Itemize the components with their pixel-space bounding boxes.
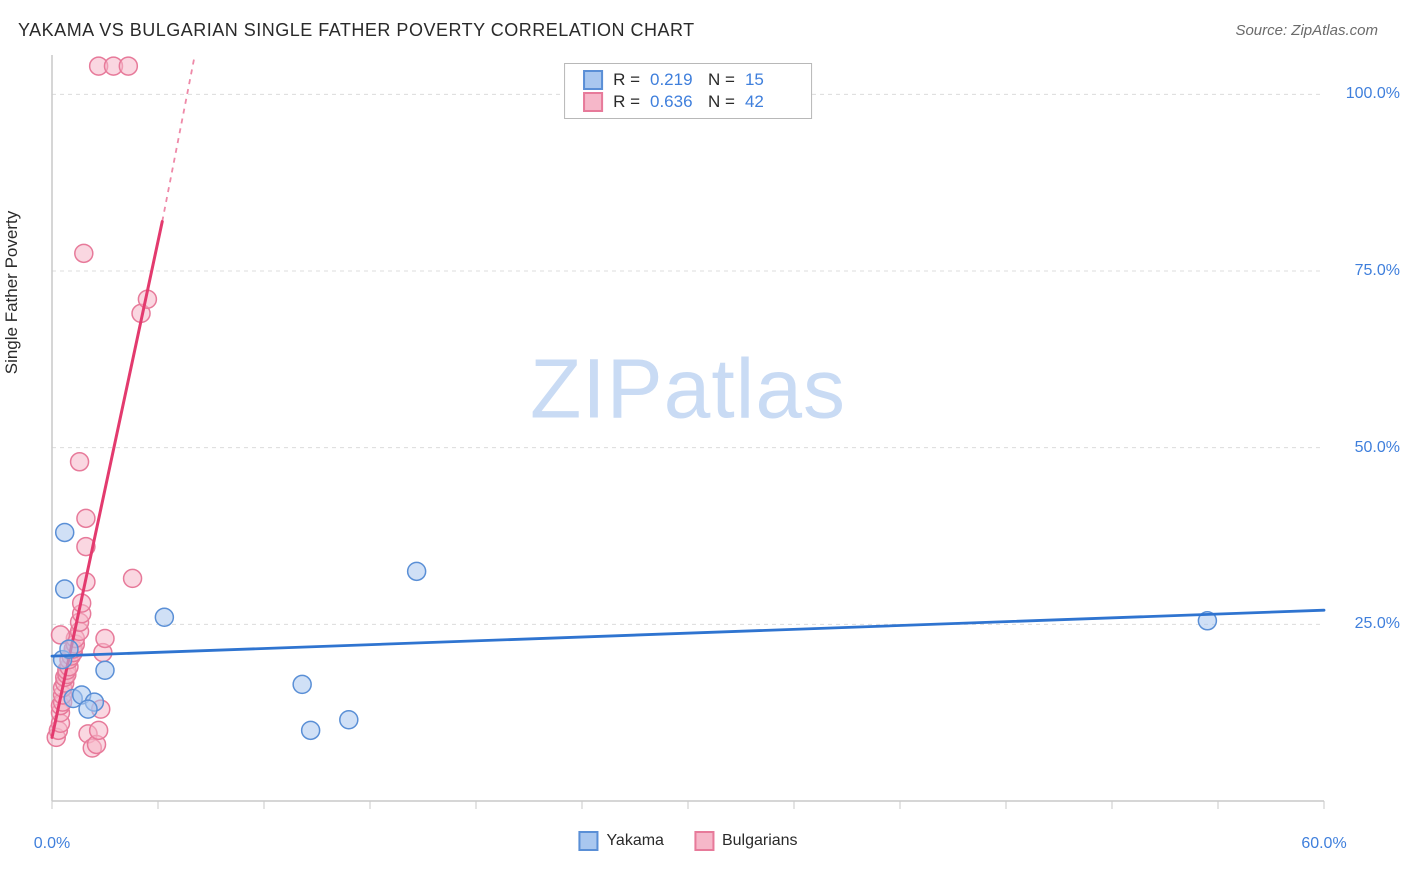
y-tick-label: 75.0%	[1355, 262, 1400, 280]
chart-area: ZIPatlas R = 0.219 N = 15 R = 0.636 N = …	[48, 55, 1328, 815]
x-tick-label: 0.0%	[34, 835, 70, 853]
legend-label: Yakama	[606, 832, 664, 850]
source-label: Source: ZipAtlas.com	[1235, 22, 1378, 39]
y-axis-label: Single Father Poverty	[2, 211, 22, 374]
y-tick-label: 25.0%	[1355, 615, 1400, 633]
series-legend: Yakama Bulgarians	[578, 831, 797, 851]
swatch-yakama	[583, 70, 603, 90]
legend-label: Bulgarians	[722, 832, 798, 850]
swatch-bulgarians-icon	[694, 831, 714, 851]
swatch-bulgarians	[583, 92, 603, 112]
legend-item-bulgarians: Bulgarians	[694, 831, 798, 851]
swatch-yakama-icon	[578, 831, 598, 851]
legend-row-yakama: R = 0.219 N = 15	[583, 70, 793, 90]
correlation-legend: R = 0.219 N = 15 R = 0.636 N = 42	[564, 63, 812, 119]
chart-title: YAKAMA VS BULGARIAN SINGLE FATHER POVERT…	[18, 20, 695, 41]
y-tick-label: 50.0%	[1355, 439, 1400, 457]
scatter-plot	[48, 55, 1328, 815]
legend-item-yakama: Yakama	[578, 831, 664, 851]
y-tick-label: 100.0%	[1346, 85, 1400, 103]
x-tick-label: 60.0%	[1301, 835, 1346, 853]
legend-row-bulgarians: R = 0.636 N = 42	[583, 92, 793, 112]
